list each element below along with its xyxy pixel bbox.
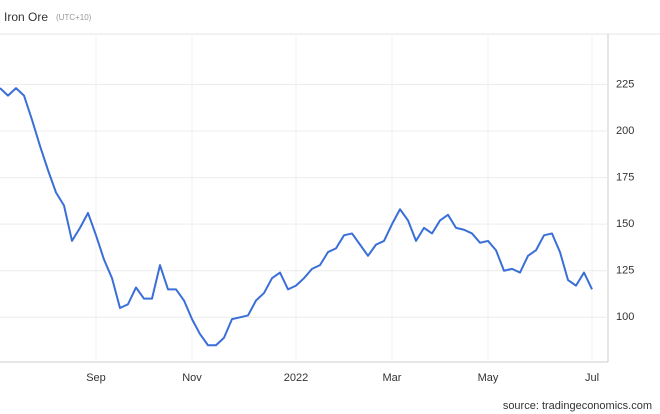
y-tick-label: 175: [616, 171, 634, 183]
y-tick-label: 125: [616, 265, 634, 277]
y-tick-label: 150: [616, 218, 634, 230]
y-tick-label: 200: [616, 125, 634, 137]
source: source: tradingeconomics.com: [503, 400, 652, 412]
x-tick-label: Sep: [86, 372, 106, 384]
price-line: [0, 87, 593, 347]
y-tick-label: 100: [616, 311, 634, 323]
x-tick-label: May: [478, 372, 499, 384]
x-tick-label: Jul: [585, 372, 599, 384]
x-tick-label: Mar: [383, 372, 402, 384]
chart-subtitle: (UTC+10): [56, 13, 92, 22]
x-tick-label: Nov: [182, 372, 202, 384]
y-tick-label: 225: [616, 78, 634, 90]
chart-title: Iron Ore: [4, 10, 48, 24]
x-tick-label: 2022: [284, 372, 308, 384]
